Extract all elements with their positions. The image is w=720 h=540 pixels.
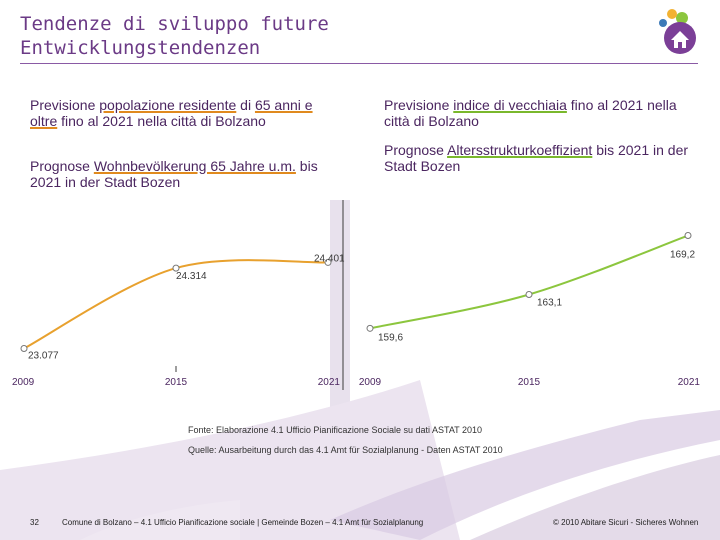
- page-title: Tendenze di sviluppo future Entwicklungs…: [20, 12, 329, 60]
- population-chart: 23.077 2009 24.314 2015 24.401 2021: [12, 253, 345, 388]
- x-tick-label: 2021: [318, 377, 341, 388]
- left-caption-german: Prognose Wohnbevölkerung 65 Jahre u.m. b…: [30, 158, 318, 190]
- underlined-term: indice di vecchiaia: [453, 97, 567, 113]
- title-italian: Tendenze di sviluppo future: [20, 13, 329, 35]
- source-german: Quelle: Ausarbeitung durch das 4.1 Amt f…: [188, 445, 503, 455]
- page-number: 32: [30, 518, 39, 527]
- abitare-sicuri-logo: [659, 9, 696, 54]
- title-german: Entwicklungstendenzen: [20, 37, 261, 59]
- x-tick-label: 2015: [165, 377, 188, 388]
- data-point: [366, 324, 374, 332]
- series-line: [369, 234, 689, 330]
- underlined-term: popolazione residente: [99, 97, 237, 113]
- x-tick-label: 2009: [359, 377, 382, 388]
- source-italian: Fonte: Elaborazione 4.1 Ufficio Pianific…: [188, 425, 483, 435]
- data-label: 159,6: [378, 332, 403, 343]
- underlined-term: 65 anni e oltre: [30, 97, 313, 129]
- data-point: [684, 232, 692, 240]
- x-tick-label: 2009: [12, 377, 35, 388]
- right-caption-italian: Previsione indice di vecchiaia fino al 2…: [384, 97, 677, 129]
- underlined-term: Wohnbevölkerung 65 Jahre u.m.: [93, 158, 296, 174]
- data-point: [20, 344, 28, 352]
- aging-index-chart: 159,6 2009 163,1 2015 169,2 2021: [359, 232, 701, 388]
- title-divider: [20, 63, 698, 64]
- data-point: [324, 258, 332, 266]
- data-label: 24.314: [176, 271, 207, 282]
- right-caption-german: Prognose Altersstrukturkoeffizient bis 2…: [384, 142, 689, 174]
- x-tick-label: 2015: [518, 377, 541, 388]
- x-tick-label: 2021: [678, 377, 701, 388]
- data-label: 23.077: [28, 350, 59, 361]
- data-label: 169,2: [670, 250, 695, 261]
- data-label: 163,1: [537, 298, 562, 309]
- footer-copyright: © 2010 Abitare Sicuri - Sicheres Wohnen: [553, 518, 699, 527]
- data-point: [525, 291, 533, 298]
- left-caption-italian: Previsione popolazione residente di 65 a…: [30, 97, 313, 129]
- underlined-term: Altersstrukturkoeffizient: [447, 142, 593, 158]
- footer-credits: Comune di Bolzano – 4.1 Ufficio Pianific…: [62, 518, 424, 527]
- charts-area: 23.077 2009 24.314 2015 24.401 2021 159,6 2009…: [12, 200, 701, 390]
- data-label: 24.401: [314, 253, 345, 264]
- data-point: [172, 264, 180, 272]
